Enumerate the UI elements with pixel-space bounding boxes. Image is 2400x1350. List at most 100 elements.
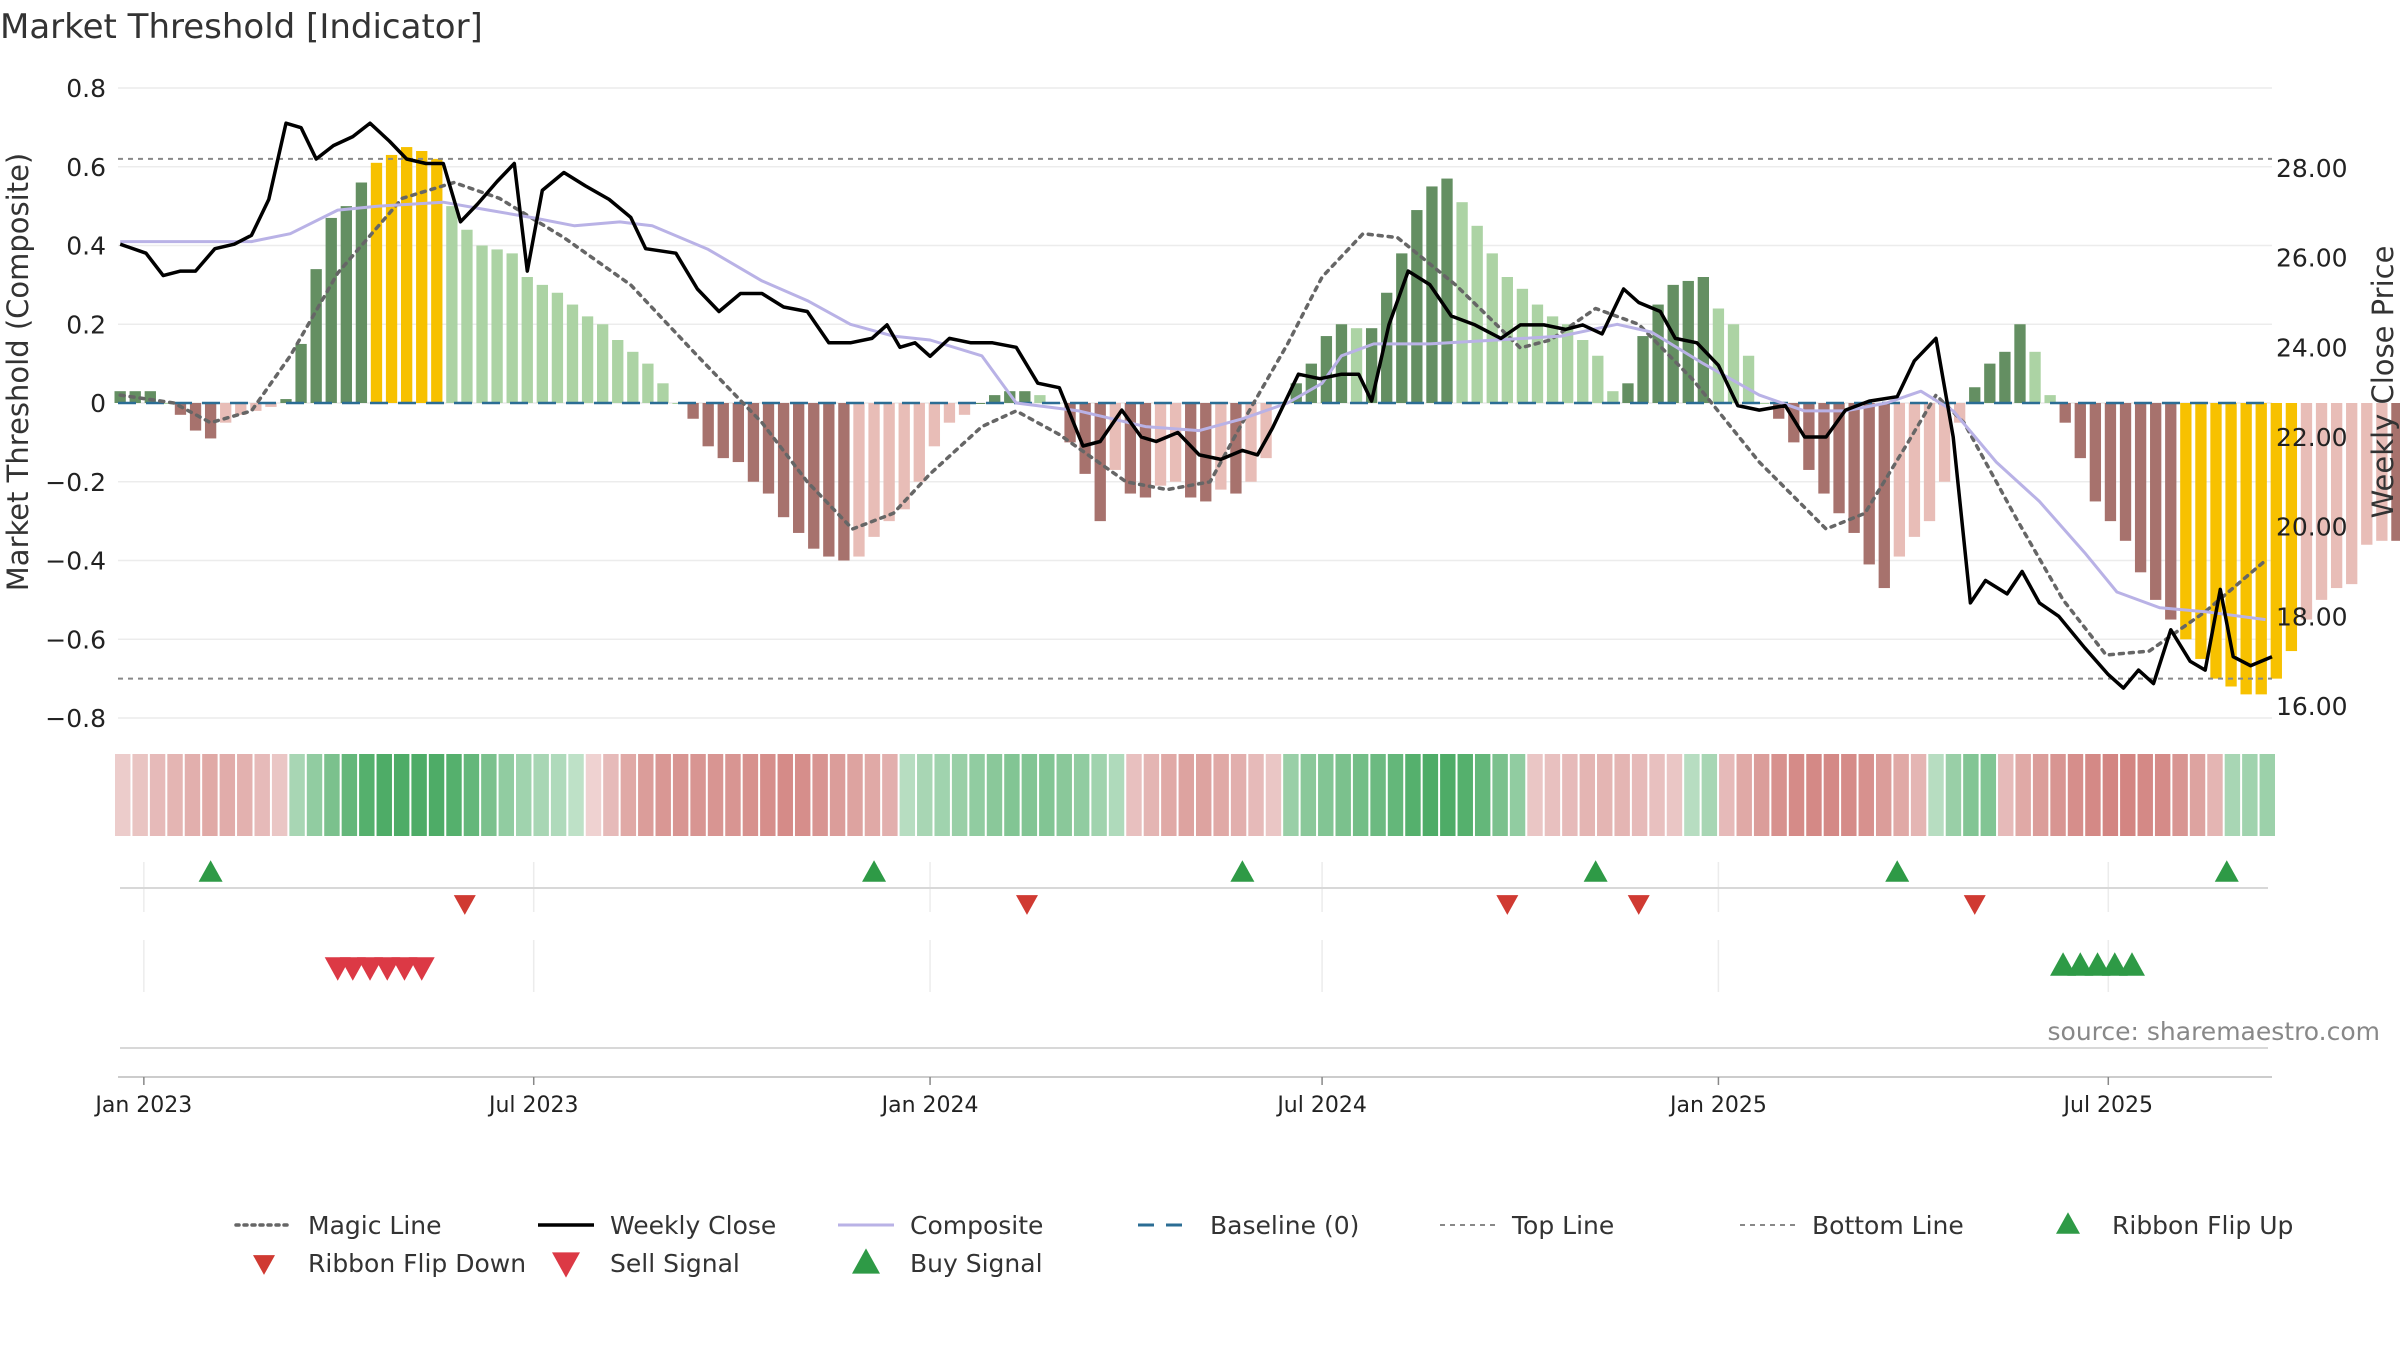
ribbon-cell — [2137, 754, 2153, 836]
composite-bar — [838, 403, 850, 561]
composite-bar — [1411, 210, 1423, 403]
ribbon-cell — [655, 754, 671, 836]
composite-bar — [1758, 403, 1770, 404]
ribbon-cell — [1963, 754, 1979, 836]
ribbon-flip-down-marker — [1627, 895, 1650, 915]
composite-bar — [1471, 225, 1483, 403]
ribbon-cell — [115, 754, 131, 836]
composite-bar — [883, 403, 895, 522]
composite-bar — [431, 158, 443, 403]
ribbon-cell — [864, 754, 881, 836]
legend-label: Baseline (0) — [1210, 1211, 1359, 1240]
composite-bar — [1516, 288, 1529, 403]
composite-bar — [355, 182, 368, 403]
left-tick-label: 0 — [90, 389, 106, 418]
legend-swatch — [2056, 1212, 2080, 1234]
ribbon-flip-down-marker — [1496, 895, 1519, 915]
composite-bar — [2180, 403, 2192, 640]
ribbon-cell — [2032, 754, 2049, 836]
composite-bar — [536, 284, 548, 403]
ribbon-cell — [1370, 754, 1386, 836]
composite-bar — [612, 340, 624, 403]
left-tick-label: 0.8 — [66, 74, 106, 103]
ribbon-cell — [725, 754, 741, 836]
composite-bar — [2119, 403, 2132, 541]
composite-bar — [1441, 178, 1453, 403]
ribbon-cell — [516, 754, 532, 836]
ribbon-cell — [2154, 754, 2171, 836]
composite-bar — [1456, 202, 1468, 403]
composite-bar — [1938, 403, 1951, 482]
ribbon-cell — [1248, 754, 1264, 836]
source-annotation: source: sharemaestro.com — [2048, 1017, 2381, 1046]
ribbon-cell — [1788, 754, 1805, 836]
ribbon-cell — [1928, 754, 1944, 836]
composite-bars — [114, 147, 2400, 695]
ribbon-cell — [585, 754, 602, 836]
composite-bar — [2391, 403, 2400, 541]
buy-signal-marker — [2050, 952, 2077, 976]
signal-panel — [118, 940, 2272, 1078]
ribbon-cell — [1998, 754, 2014, 836]
ribbon-cell — [969, 754, 985, 836]
composite-bar — [808, 403, 820, 549]
composite-bar — [2240, 403, 2252, 695]
ribbon-cell — [1283, 754, 1299, 836]
composite-bar — [1230, 403, 1242, 494]
composite-bar — [642, 363, 654, 403]
ribbon-cell — [1719, 754, 1735, 836]
composite-bar — [1396, 253, 1408, 403]
composite-bar — [1622, 383, 1634, 403]
ribbon-cell — [1387, 754, 1404, 836]
ribbon-flip-up-marker — [198, 860, 223, 882]
legend-item: Bottom Line — [1740, 1211, 1964, 1240]
right-axis-label: Weekly Close Price — [2366, 246, 2400, 519]
composite-bar — [1290, 383, 1302, 403]
composite-bar — [1742, 355, 1755, 403]
composite-bar — [1818, 403, 1830, 494]
ribbon-cell — [219, 754, 236, 836]
right-tick-label: 20.00 — [2276, 513, 2348, 542]
composite-bar — [340, 206, 352, 403]
legend-item: Weekly Close — [538, 1211, 776, 1240]
x-axis-ticks: Jan 2023 Jul 2023 Jan 2024 Jul 2024 Jan 2025… — [93, 1077, 2153, 1118]
composite-bar — [1637, 336, 1649, 403]
ribbon-flip-up-marker — [1583, 860, 1608, 882]
composite-bar — [687, 403, 699, 419]
ribbon-cell — [1073, 754, 1090, 836]
composite-bar — [2315, 403, 2328, 600]
composite-bar — [1833, 403, 1845, 514]
ribbon-cell — [411, 754, 427, 836]
ribbon-cell — [1631, 754, 1648, 836]
ribbon-cell — [550, 754, 567, 836]
ribbon-cell — [2172, 754, 2188, 836]
composite-bar — [2074, 403, 2086, 459]
legend-label: Weekly Close — [610, 1211, 776, 1240]
composite-bar — [280, 399, 292, 403]
composite-bar — [702, 403, 714, 447]
composite-bar — [2134, 403, 2147, 573]
composite-bar — [385, 154, 398, 403]
composite-bar — [400, 147, 413, 403]
ribbon-cell — [1108, 754, 1125, 836]
composite-bar — [627, 351, 639, 403]
ribbon-cell — [533, 754, 549, 836]
ribbon-cell — [1910, 754, 1927, 836]
ribbon-cell — [1474, 754, 1491, 836]
ribbon-cell — [1771, 754, 1787, 836]
composite-bar — [1999, 351, 2011, 403]
ribbon-cell — [2207, 754, 2223, 836]
ribbon-cell — [847, 754, 863, 836]
composite-bar — [461, 229, 473, 403]
composite-bar — [868, 403, 880, 537]
composite-bar — [1350, 328, 1363, 403]
composite-bar — [204, 403, 217, 439]
composite-bar — [2225, 403, 2237, 687]
composite-bar — [446, 206, 458, 403]
composite-bar — [958, 403, 971, 415]
ribbon-cell — [1579, 754, 1596, 836]
composite-bar — [1712, 308, 1725, 403]
composite-bar — [1260, 403, 1272, 459]
composite-bar — [1320, 336, 1333, 403]
composite-bar — [1546, 316, 1559, 403]
